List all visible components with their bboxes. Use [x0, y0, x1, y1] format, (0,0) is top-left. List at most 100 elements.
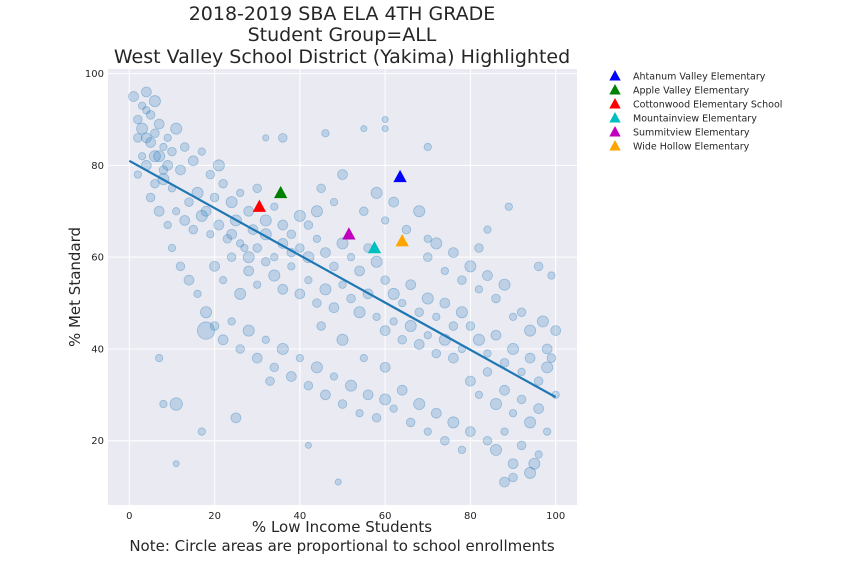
school-bubble: [141, 132, 152, 144]
school-bubble: [236, 188, 245, 198]
school-bubble: [320, 247, 331, 258]
legend-marker: [609, 70, 621, 81]
school-bubble: [175, 261, 186, 272]
school-bubble: [209, 321, 220, 331]
school-bubble: [507, 458, 519, 470]
school-bubble: [380, 275, 390, 285]
school-bubble: [269, 362, 280, 373]
school-bubble: [423, 427, 432, 436]
school-bubble: [397, 335, 407, 345]
school-bubble: [261, 335, 270, 344]
highlighted-school-marker: [395, 234, 409, 247]
legend-entry-label: Mountainview Elementary: [633, 114, 757, 125]
school-bubble: [465, 321, 476, 331]
school-bubble: [516, 307, 527, 317]
school-bubble: [381, 115, 389, 123]
school-bubble: [226, 228, 238, 240]
school-bubble: [490, 398, 502, 411]
school-bubble: [483, 349, 492, 358]
x-tick-label: 100: [546, 511, 565, 522]
school-bubble: [251, 352, 263, 364]
school-bubble: [337, 399, 348, 409]
school-bubble: [293, 209, 306, 222]
school-bubble: [423, 142, 432, 152]
school-bubble: [175, 164, 186, 176]
school-bubble: [387, 287, 400, 300]
grid-lines: [108, 69, 577, 505]
school-bubble: [145, 110, 156, 120]
legend: Ahtanum Valley Elementary Apple Valley El…: [609, 70, 782, 153]
school-bubble: [286, 229, 297, 239]
school-bubble: [482, 367, 493, 377]
title-line-1: 2018-2019 SBA ELA 4TH GRADE: [189, 3, 496, 25]
school-bubble: [240, 243, 249, 253]
legend-entry-label: Summitview Elementary: [633, 128, 750, 139]
school-bubble: [482, 270, 493, 281]
school-bubble: [423, 331, 432, 340]
school-bubble: [423, 252, 433, 262]
school-bubble: [404, 320, 417, 332]
school-bubble: [500, 427, 509, 436]
school-bubble: [148, 150, 161, 163]
school-bubble: [389, 404, 398, 413]
school-bubble: [310, 205, 323, 218]
school-bubble: [285, 371, 297, 382]
school-bubble: [287, 262, 296, 271]
school-bubble: [179, 215, 191, 226]
school-bubble: [541, 343, 553, 355]
school-bubble: [230, 412, 242, 424]
school-bubble: [353, 306, 366, 319]
school-bubble: [329, 372, 339, 381]
school-bubble: [371, 413, 382, 423]
school-bubble: [319, 283, 332, 296]
school-bubble: [536, 315, 549, 328]
legend-entry-label: Wide Hollow Elementary: [633, 142, 750, 153]
school-bubble: [137, 152, 147, 161]
school-bubble: [184, 197, 194, 207]
x-tick-label: 80: [464, 511, 477, 522]
legend-marker: [609, 84, 621, 95]
school-bubble: [225, 196, 238, 209]
x-tick-label: 0: [126, 511, 132, 522]
highlighted-school-marker: [367, 240, 382, 254]
school-bubble: [345, 379, 358, 392]
school-bubbles: [128, 86, 562, 488]
school-bubble: [217, 334, 229, 346]
school-bubble: [320, 389, 331, 401]
school-bubble: [346, 253, 356, 262]
school-bubble: [432, 312, 441, 321]
legend-entry-label: Ahtanum Valley Elementary: [633, 72, 766, 83]
school-bubble: [167, 243, 177, 253]
legend-marker: [609, 98, 621, 109]
school-bubble: [172, 460, 180, 468]
school-bubble: [362, 389, 374, 401]
school-bubble: [482, 436, 493, 446]
school-bubble: [163, 133, 172, 142]
school-bubble: [218, 275, 228, 285]
school-bubble: [372, 312, 381, 321]
school-bubble: [265, 376, 275, 386]
school-bubble: [543, 427, 552, 436]
school-bubble: [528, 457, 541, 470]
school-bubble: [541, 361, 554, 374]
school-bubble: [206, 230, 215, 239]
school-bubble: [259, 214, 272, 227]
x-tick-label: 60: [379, 511, 392, 522]
school-bubble: [268, 269, 281, 282]
school-bubble: [440, 266, 449, 276]
school-bubble: [158, 165, 169, 175]
school-bubble: [388, 196, 400, 208]
school-bubble: [421, 292, 434, 305]
school-bubble: [336, 333, 349, 346]
school-bubble: [212, 159, 225, 172]
school-bubble: [533, 261, 544, 272]
legend-entry-label: Cottonwood Elementary School: [633, 100, 782, 111]
school-bubble: [183, 274, 195, 286]
school-bubble: [490, 443, 502, 456]
school-bubble: [546, 353, 557, 363]
highlighted-school-marker: [274, 185, 288, 199]
school-bubble: [504, 202, 513, 211]
school-bubble: [304, 441, 312, 449]
school-bubble: [188, 224, 199, 235]
